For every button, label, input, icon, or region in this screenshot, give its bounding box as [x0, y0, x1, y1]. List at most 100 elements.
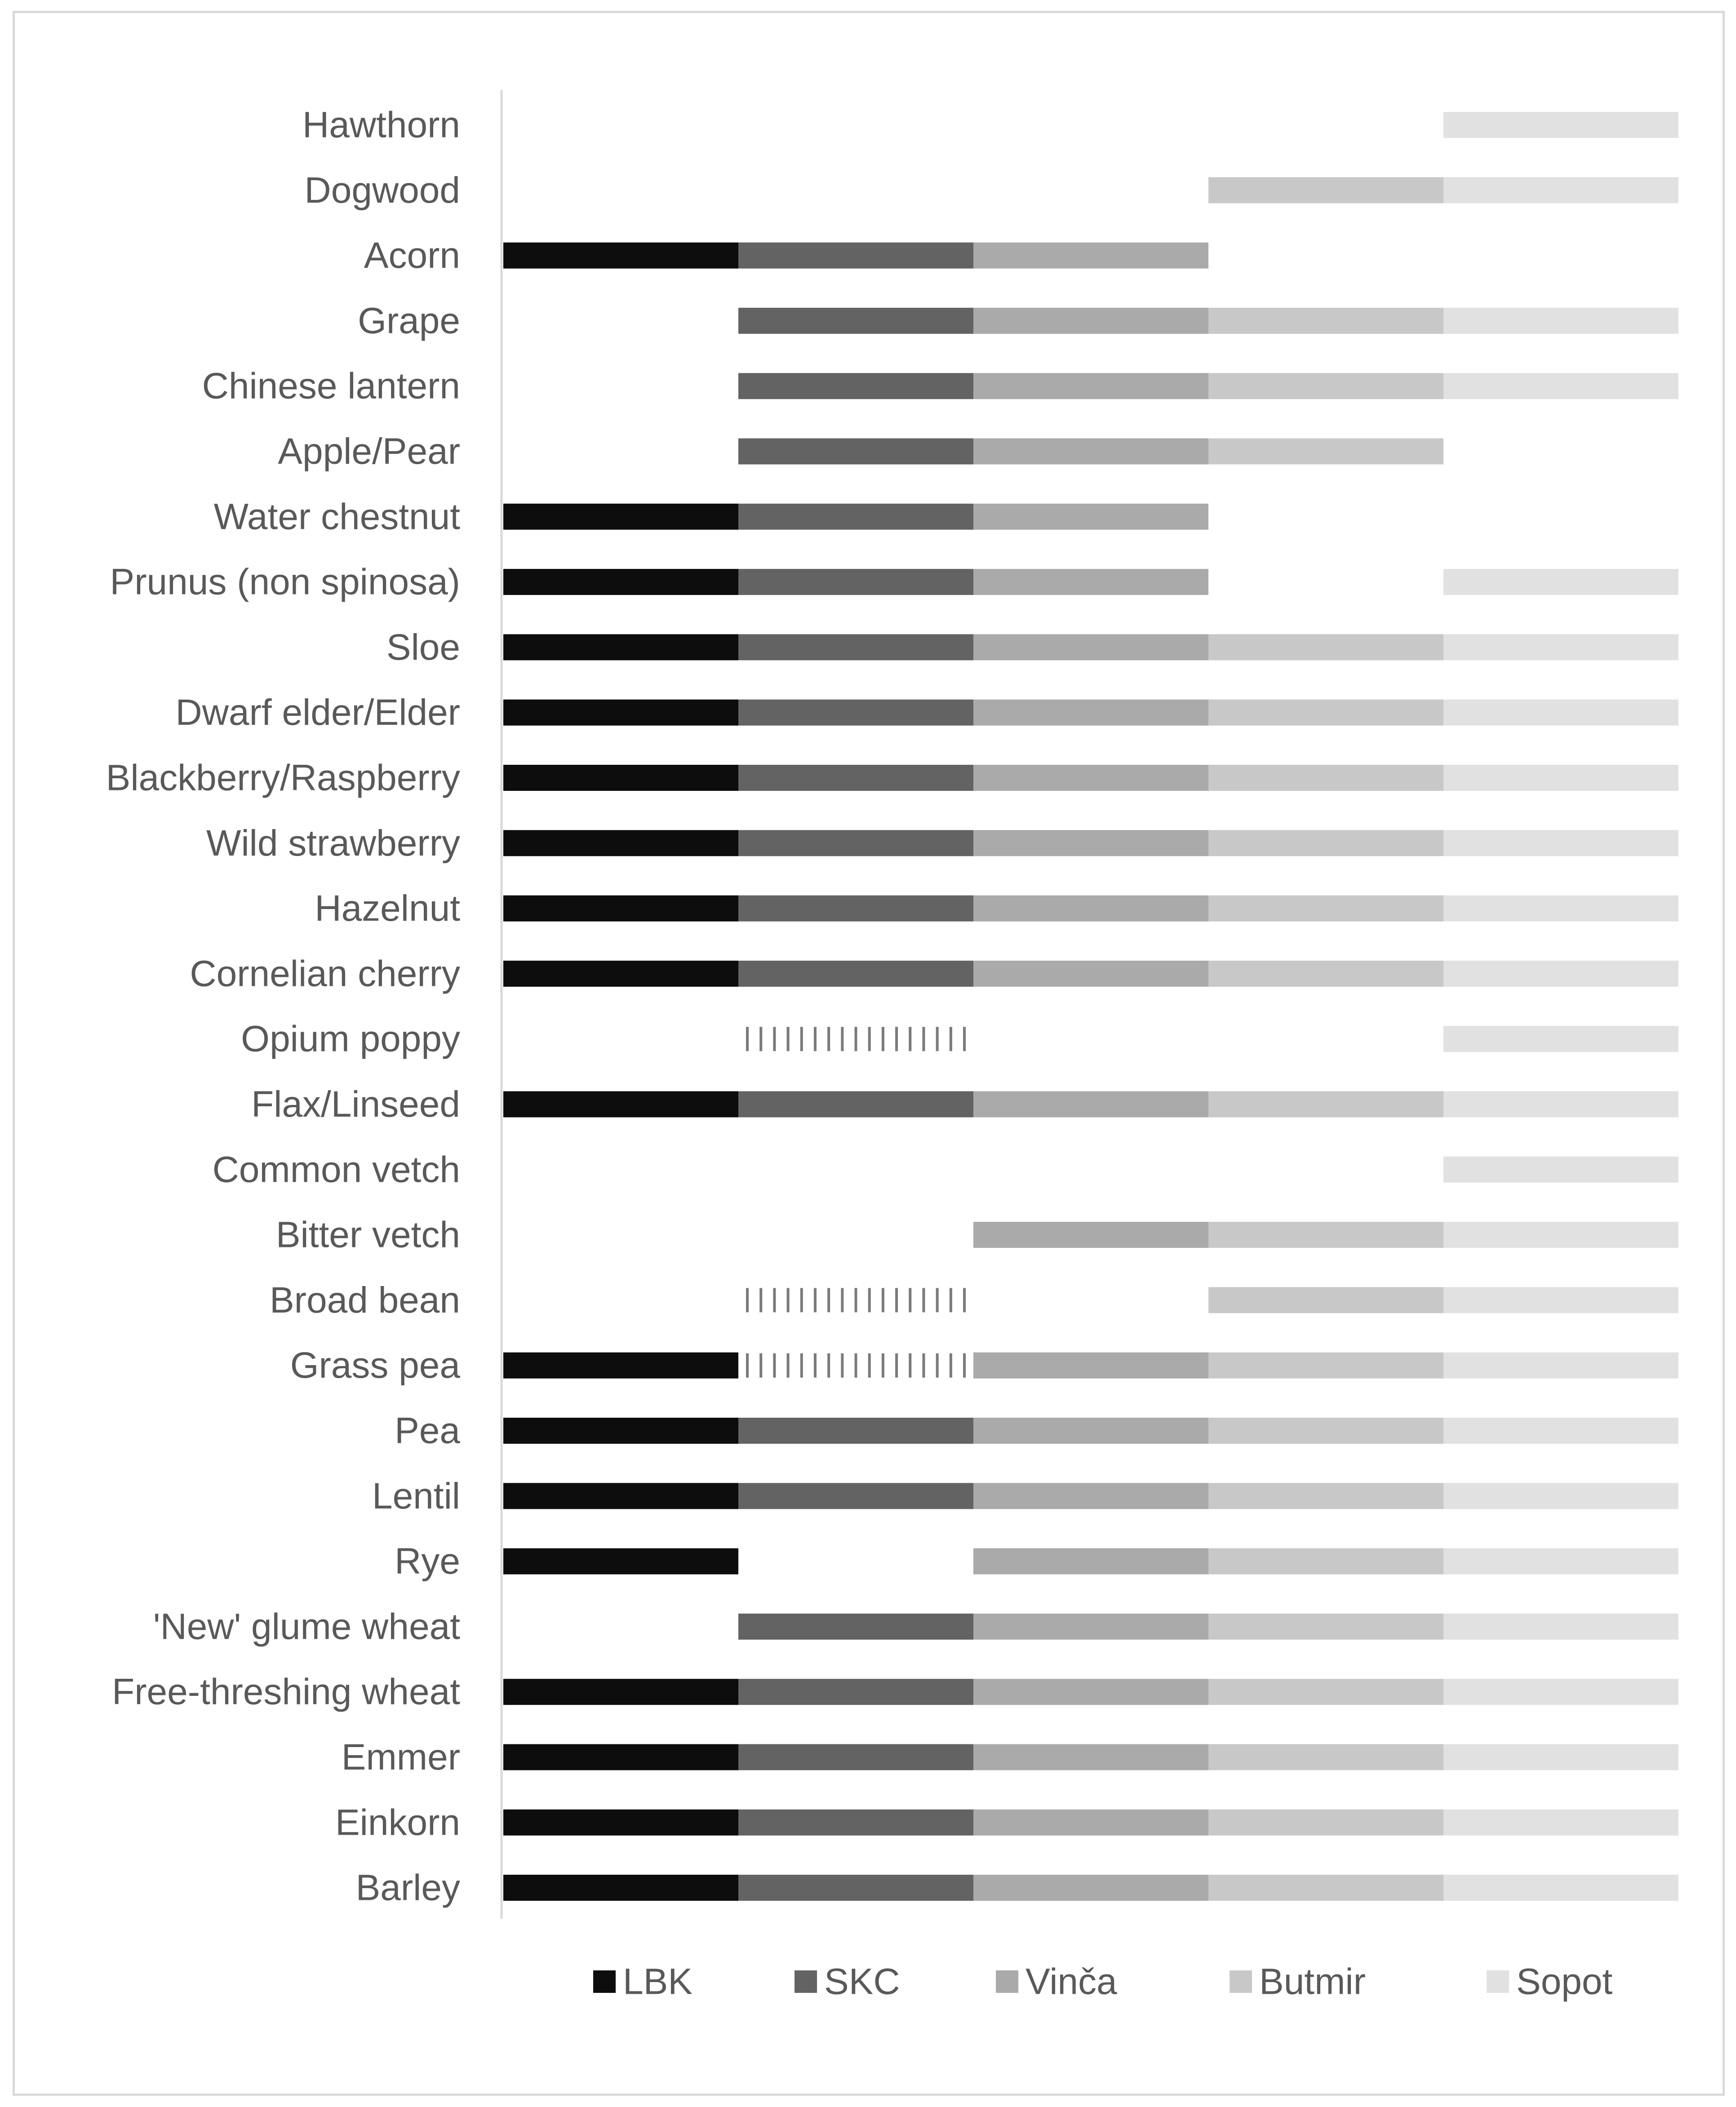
bar-water-chestnut-vin-a: [973, 503, 1208, 530]
bar-blackberry-raspberry-skc: [738, 765, 973, 791]
bar-acorn-skc: [738, 242, 973, 269]
bar-barley-skc: [738, 1875, 973, 1901]
bar-barley-lbk: [503, 1875, 738, 1901]
bar-cornelian-cherry-vin-a: [973, 960, 1208, 987]
bar-apple-pear-vin-a: [973, 438, 1208, 465]
bar-free-threshing-wheat-lbk: [503, 1679, 738, 1705]
bar-bitter-vetch-butmir: [1208, 1222, 1443, 1248]
legend-label-skc: SKC: [824, 1961, 900, 2002]
bar-water-chestnut-lbk: [503, 503, 738, 530]
category-label-rye: Rye: [395, 1541, 460, 1582]
category-label-hawthorn: Hawthorn: [302, 105, 460, 146]
bar-emmer-skc: [738, 1744, 973, 1770]
bar-hazelnut-skc: [738, 895, 973, 922]
legend-label-vin-a: Vinča: [1026, 1961, 1117, 2002]
legend-swatch-vin-a: [996, 1970, 1018, 1993]
bar-hazelnut-sopot: [1443, 895, 1678, 922]
category-label-acorn: Acorn: [364, 235, 460, 276]
category-label-barley: Barley: [356, 1867, 460, 1908]
category-label-prunus-non-spinosa: Prunus (non spinosa): [110, 562, 460, 603]
bar-rye-vin-a: [973, 1548, 1208, 1575]
legend-item-lbk: LBK: [593, 1961, 693, 2002]
legend-item-sopot: Sopot: [1487, 1961, 1613, 2002]
bar-cornelian-cherry-sopot: [1443, 960, 1678, 987]
bar-flax-linseed-vin-a: [973, 1091, 1208, 1118]
bar-new-glume-wheat-vin-a: [973, 1613, 1208, 1640]
bar-blackberry-raspberry-sopot: [1443, 765, 1678, 791]
legend-label-sopot: Sopot: [1516, 1961, 1613, 2002]
legend-item-butmir: Butmir: [1230, 1961, 1366, 2002]
bar-einkorn-skc: [738, 1809, 973, 1836]
bar-lentil-butmir: [1208, 1483, 1443, 1509]
category-labels: Hawthorn Dogwood Acorn Grape Chinese lantern…: [106, 105, 461, 1908]
bar-free-threshing-wheat-skc: [738, 1679, 973, 1705]
bar-uncertain-broad-bean-skc: [746, 1288, 966, 1313]
bar-dwarf-elder-elder-skc: [738, 699, 973, 726]
bar-barley-vin-a: [973, 1875, 1208, 1901]
bar-sloe-vin-a: [973, 634, 1208, 661]
legend-swatch-sopot: [1487, 1970, 1509, 1993]
bar-water-chestnut-skc: [738, 503, 973, 530]
bar-wild-strawberry-sopot: [1443, 830, 1678, 856]
bar-chinese-lantern-sopot: [1443, 373, 1678, 399]
bar-hazelnut-butmir: [1208, 895, 1443, 922]
bar-barley-sopot: [1443, 1875, 1678, 1901]
bar-rye-sopot: [1443, 1548, 1678, 1575]
bar-grass-pea-butmir: [1208, 1352, 1443, 1379]
bar-dwarf-elder-elder-vin-a: [973, 699, 1208, 726]
bar-acorn-vin-a: [973, 242, 1208, 269]
bar-apple-pear-butmir: [1208, 438, 1443, 465]
category-label-dwarf-elder-elder: Dwarf elder/Elder: [176, 692, 460, 733]
category-label-wild-strawberry: Wild strawberry: [206, 823, 460, 864]
category-label-pea: Pea: [395, 1411, 460, 1451]
bar-pea-butmir: [1208, 1418, 1443, 1444]
bar-new-glume-wheat-sopot: [1443, 1613, 1678, 1640]
category-label-chinese-lantern: Chinese lantern: [202, 366, 460, 407]
bar-barley-butmir: [1208, 1875, 1443, 1901]
category-label-opium-poppy: Opium poppy: [241, 1019, 460, 1060]
bar-lentil-skc: [738, 1483, 973, 1509]
bar-dogwood-butmir: [1208, 177, 1443, 204]
category-label-grass-pea: Grass pea: [290, 1345, 461, 1386]
legend-item-skc: SKC: [795, 1961, 900, 2002]
bar-lentil-lbk: [503, 1483, 738, 1509]
bar-hazelnut-lbk: [503, 895, 738, 922]
bar-uncertain-opium-poppy-skc: [746, 1027, 966, 1051]
bar-chinese-lantern-vin-a: [973, 373, 1208, 399]
category-label-hazelnut: Hazelnut: [315, 888, 460, 929]
bar-sloe-lbk: [503, 634, 738, 661]
bar-prunus-non-spinosa-skc: [738, 569, 973, 595]
bar-flax-linseed-sopot: [1443, 1091, 1678, 1118]
bar-free-threshing-wheat-vin-a: [973, 1679, 1208, 1705]
bar-wild-strawberry-vin-a: [973, 830, 1208, 856]
bar-lentil-vin-a: [973, 1483, 1208, 1509]
bar-dwarf-elder-elder-sopot: [1443, 699, 1678, 726]
category-label-apple-pear: Apple/Pear: [278, 431, 460, 472]
bar-prunus-non-spinosa-vin-a: [973, 569, 1208, 595]
bar-dwarf-elder-elder-butmir: [1208, 699, 1443, 726]
legend-swatch-lbk: [593, 1970, 616, 1993]
bar-opium-poppy-sopot: [1443, 1026, 1678, 1052]
bar-broad-bean-butmir: [1208, 1287, 1443, 1313]
category-label-broad-bean: Broad bean: [270, 1280, 460, 1321]
bar-pea-lbk: [503, 1418, 738, 1444]
bar-flax-linseed-butmir: [1208, 1091, 1443, 1118]
legend-label-lbk: LBK: [623, 1961, 693, 2002]
bar-rye-butmir: [1208, 1548, 1443, 1575]
bar-flax-linseed-skc: [738, 1091, 973, 1118]
bar-chinese-lantern-butmir: [1208, 373, 1443, 399]
bar-emmer-vin-a: [973, 1744, 1208, 1770]
bar-rye-lbk: [503, 1548, 738, 1575]
bar-sloe-sopot: [1443, 634, 1678, 661]
category-label-free-threshing-wheat: Free-threshing wheat: [112, 1672, 460, 1712]
bar-acorn-lbk: [503, 242, 738, 269]
bar-grape-skc: [738, 307, 973, 334]
bar-chinese-lantern-skc: [738, 373, 973, 399]
category-label-cornelian-cherry: Cornelian cherry: [190, 953, 460, 994]
bar-pea-sopot: [1443, 1418, 1678, 1444]
category-label-bitter-vetch: Bitter vetch: [276, 1215, 460, 1255]
category-label-water-chestnut: Water chestnut: [214, 496, 461, 537]
bar-apple-pear-skc: [738, 438, 973, 465]
bar-blackberry-raspberry-butmir: [1208, 765, 1443, 791]
